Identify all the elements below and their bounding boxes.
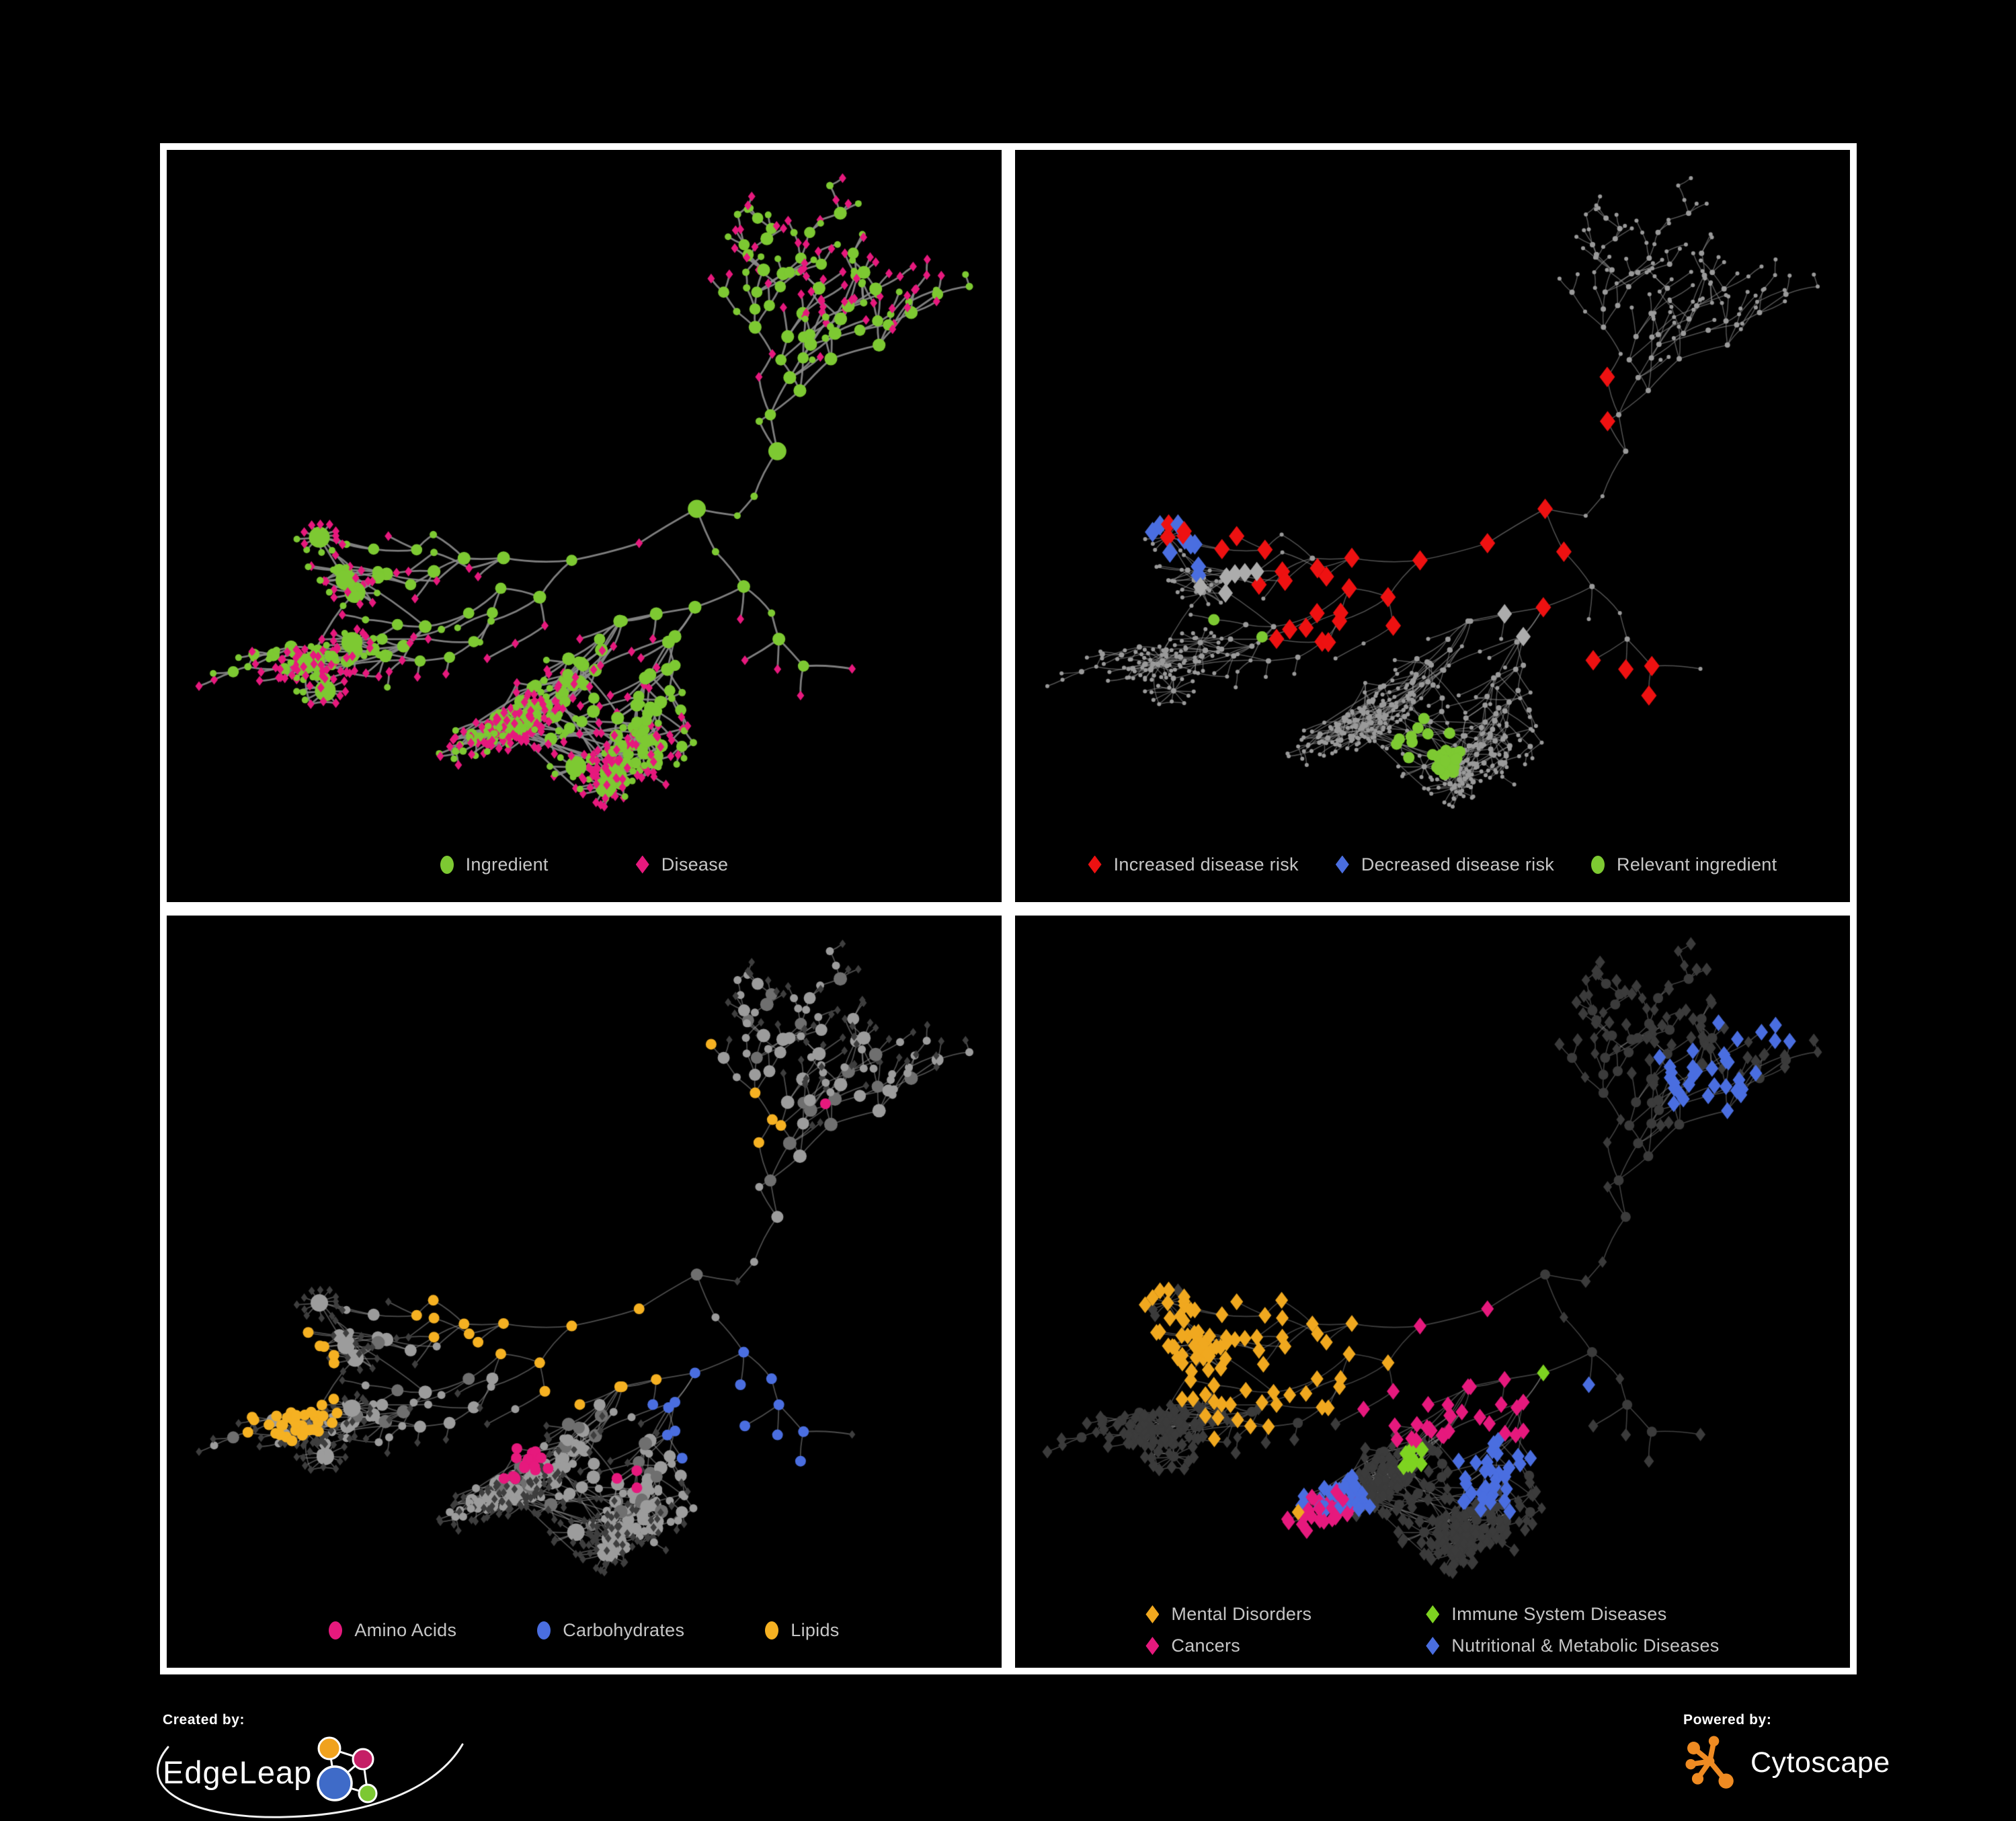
lipids-legend-item: Lipids [765,1620,839,1641]
cytoscape-logo: Cytoscape [1683,1732,1890,1793]
panel-nutrient-classes: Amino Acids Carbohydrates Lipids [160,909,1008,1674]
disease-classes-network-canvas [1015,916,1850,1668]
cytoscape-branding: Powered by: Cytoscape [1683,1712,1890,1793]
amino-acids-legend-item: Amino Acids [329,1620,456,1641]
nutrient-classes-legend: Amino Acids Carbohydrates Lipids [167,1592,1002,1668]
nutritional-and-metabolic-diseases-legend-item: Nutritional & Metabolic Diseases [1426,1635,1719,1656]
legend-label: Mental Disorders [1171,1604,1312,1624]
increased-disease-risk-legend-item: Increased disease risk [1088,854,1299,875]
nutritional-and-metabolic-diseases-legend-diamond-icon [1426,1637,1440,1655]
increased-disease-risk-legend-diamond-icon [1088,855,1102,874]
panel-disease-classes: Mental Disorders Immune System Diseases Ca… [1008,909,1857,1674]
ingredient-legend-item: Ingredient [440,854,549,875]
immune-system-diseases-legend-item: Immune System Diseases [1426,1604,1719,1625]
legend-label: Immune System Diseases [1451,1604,1667,1624]
carbohydrates-legend-circle-icon [537,1621,551,1640]
legend-label: Disease [661,854,729,875]
edgeleap-logo: EdgeLeap [157,1734,499,1818]
legend-label: Ingredient [465,854,549,875]
ingredient-legend-circle-icon [440,855,454,874]
cytoscape-network-icon [1685,1736,1734,1789]
edgeleap-wordmark: EdgeLeap [163,1754,313,1790]
legend-label: Decreased disease risk [1361,854,1555,875]
disease-risk-network-canvas [1015,150,1850,902]
disease-classes-legend: Mental Disorders Immune System Diseases Ca… [1015,1592,1850,1668]
carbohydrates-legend-item: Carbohydrates [537,1620,684,1641]
legend-label: Carbohydrates [563,1619,685,1640]
legend-label: Lipids [791,1619,840,1640]
created-by-label: Created by: [163,1712,245,1728]
disease-legend-diamond-icon [635,855,649,874]
cytoscape-wordmark: Cytoscape [1750,1746,1890,1779]
legend-label: Cancers [1171,1635,1241,1656]
panel-ingredient-disease: Ingredient Disease [160,143,1008,909]
legend-label: Relevant ingredient [1617,854,1777,875]
figure-grid: Ingredient Disease Increased disease risk… [160,143,1857,1674]
decreased-disease-risk-legend-diamond-icon [1335,855,1349,874]
mental-disorders-legend-diamond-icon [1145,1605,1160,1623]
amino-acids-legend-circle-icon [329,1621,343,1640]
legend-label: Increased disease risk [1113,854,1299,875]
edgeleap-branding: Created by: EdgeLeap [157,1712,499,1818]
ingredient-disease-network-canvas [167,150,1002,902]
legend-label: Nutritional & Metabolic Diseases [1451,1635,1720,1656]
lipids-legend-circle-icon [765,1621,779,1640]
relevant-ingredient-legend-circle-icon [1591,855,1605,874]
disease-risk-legend: Increased disease risk Decreased disease … [1015,827,1850,902]
decreased-disease-risk-legend-item: Decreased disease risk [1335,854,1555,875]
nutrient-classes-network-canvas [167,916,1002,1668]
legend-label: Amino Acids [354,1619,457,1640]
immune-system-diseases-legend-diamond-icon [1426,1605,1440,1623]
ingredient-disease-legend: Ingredient Disease [167,827,1002,902]
powered-by-label: Powered by: [1683,1712,1772,1728]
mental-disorders-legend-item: Mental Disorders [1145,1604,1312,1625]
panel-disease-risk: Increased disease risk Decreased disease … [1008,143,1857,909]
cancers-legend-item: Cancers [1145,1635,1312,1656]
disease-legend-item: Disease [635,854,729,875]
cancers-legend-diamond-icon [1145,1637,1160,1655]
edgeleap-network-icon [317,1736,378,1804]
relevant-ingredient-legend-item: Relevant ingredient [1591,854,1777,875]
